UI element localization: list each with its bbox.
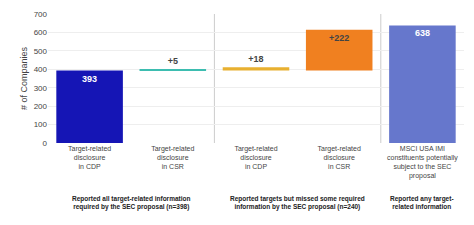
svg-text:+5: +5 [168, 56, 178, 66]
svg-text:+18: +18 [248, 54, 263, 64]
svg-text:# of Companies: # of Companies [19, 46, 29, 110]
svg-text:300: 300 [34, 84, 48, 93]
svg-text:700: 700 [34, 10, 48, 19]
svg-text:+222: +222 [329, 33, 349, 43]
svg-text:100: 100 [34, 120, 48, 129]
svg-text:Reported any target-related in: Reported any target-related information [390, 195, 454, 210]
svg-text:MSCI USA IMIconstituents poten: MSCI USA IMIconstituents potentiallysubj… [387, 145, 458, 180]
svg-text:Target-relateddisclosurein CDP: Target-relateddisclosurein CDP [68, 145, 111, 170]
svg-text:Target-relateddisclosurein CSR: Target-relateddisclosurein CSR [151, 145, 194, 170]
svg-text:500: 500 [34, 47, 48, 56]
svg-text:638: 638 [415, 28, 430, 38]
svg-text:Reported all target-related in: Reported all target-related informationr… [72, 195, 190, 211]
svg-text:393: 393 [82, 74, 97, 84]
svg-text:Target-relateddisclosurein CSR: Target-relateddisclosurein CSR [318, 145, 361, 170]
svg-text:Reported targets but missed so: Reported targets but missed some require… [230, 195, 365, 211]
svg-text:Target-relateddisclosurein CDP: Target-relateddisclosurein CDP [234, 145, 277, 170]
svg-text:0: 0 [43, 139, 48, 148]
svg-text:200: 200 [34, 102, 48, 111]
svg-text:600: 600 [34, 28, 48, 37]
svg-text:400: 400 [34, 65, 48, 74]
